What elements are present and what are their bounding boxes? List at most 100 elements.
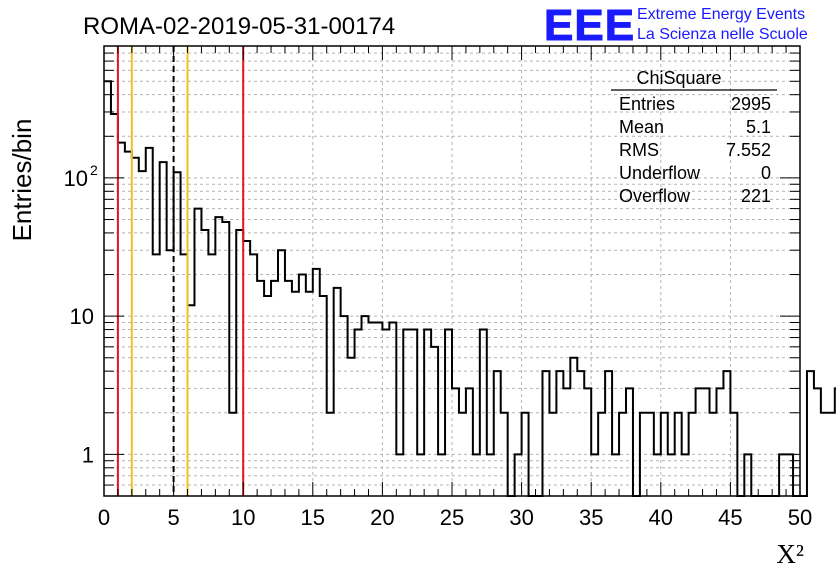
histogram-bin <box>278 250 285 496</box>
histogram-bin <box>689 413 696 496</box>
x-tick-label: 45 <box>718 505 742 530</box>
histogram-bin <box>299 275 306 496</box>
histogram-bin <box>626 388 633 496</box>
histogram-bin <box>341 316 348 496</box>
histogram-bin <box>410 330 417 496</box>
histogram-bin <box>118 143 125 496</box>
histogram-bin <box>480 330 487 496</box>
histogram-bin <box>104 81 111 496</box>
histogram-bin <box>494 371 501 496</box>
histogram-bin <box>445 330 452 496</box>
histogram-bin <box>654 454 661 496</box>
histogram-bin <box>459 413 466 496</box>
histogram-bin <box>417 454 424 496</box>
histogram-bin <box>549 413 556 496</box>
histogram-bin <box>710 413 717 496</box>
histogram-bin <box>362 316 369 496</box>
stats-box: ChiSquare Entries 2995 Mean 5.1 RMS 7.552 Unde… <box>611 68 777 206</box>
stats-value: 0 <box>761 163 771 183</box>
stats-label: Mean <box>619 117 664 137</box>
x-tick-label: 15 <box>301 505 325 530</box>
histogram-bin <box>556 371 563 496</box>
histogram-bin <box>438 454 445 496</box>
histogram-bin <box>452 388 459 496</box>
histogram-bin <box>828 413 835 496</box>
histogram-bin <box>744 454 751 496</box>
histogram-bin <box>431 347 438 496</box>
x-tick-label: 35 <box>579 505 603 530</box>
histogram-bin <box>570 358 577 496</box>
histogram <box>104 80 836 497</box>
histogram-bin <box>236 230 243 496</box>
histogram-bin <box>132 158 139 496</box>
histogram-bin <box>181 254 188 496</box>
histogram-bin <box>194 209 201 496</box>
stats-value: 221 <box>741 186 771 206</box>
histogram-bin <box>403 330 410 496</box>
histogram-bin <box>563 388 570 496</box>
histogram-bin <box>619 413 626 496</box>
histogram-bin <box>723 371 730 496</box>
stats-value: 5.1 <box>746 117 771 137</box>
histogram-bin <box>473 454 480 496</box>
histogram-bin <box>285 281 292 496</box>
histogram-bin <box>167 250 174 496</box>
histogram-bin <box>424 330 431 496</box>
histogram-bin <box>668 454 675 496</box>
histogram-bin <box>515 454 522 496</box>
x-tick-label: 20 <box>370 505 394 530</box>
histogram-bin <box>146 148 153 496</box>
histogram-bin <box>160 162 167 496</box>
histogram-bin <box>584 388 591 496</box>
stats-label: Underflow <box>619 163 701 183</box>
logo-line2: La Scienza nelle Scuole <box>637 26 808 43</box>
histogram-bin <box>229 413 236 496</box>
histogram-bin <box>208 254 215 496</box>
histogram-bin <box>682 454 689 496</box>
x-axis-label: X² <box>776 539 804 569</box>
stats-value: 2995 <box>731 94 771 114</box>
x-tick-label: 30 <box>509 505 533 530</box>
x-tick-label: 25 <box>440 505 464 530</box>
histogram-bin <box>591 454 598 496</box>
stats-label: Overflow <box>619 186 691 206</box>
y-axis-label: Entries/bin <box>7 119 37 242</box>
histogram-bin <box>466 388 473 496</box>
histogram-bin <box>598 413 605 496</box>
x-tick-label: 10 <box>231 505 255 530</box>
histogram-bin <box>375 322 382 496</box>
histogram-bin <box>264 296 271 496</box>
histogram-bin <box>487 454 494 496</box>
histogram-bin <box>306 292 313 496</box>
histogram-bin <box>257 281 264 496</box>
histogram-bin <box>779 454 786 496</box>
x-tick-label: 50 <box>788 505 812 530</box>
x-tick-label: 0 <box>98 505 110 530</box>
histogram-bin <box>320 296 327 496</box>
histogram-bin <box>215 217 222 496</box>
y-tick-label: 10 <box>64 166 88 191</box>
histogram-bin <box>125 152 132 496</box>
histogram-bin <box>612 454 619 496</box>
histogram-bin <box>111 114 118 496</box>
histogram-bin <box>188 305 195 496</box>
y-tick-label: 10 <box>70 304 94 329</box>
reference-lines <box>116 46 245 496</box>
histogram-bin <box>716 388 723 496</box>
histogram-bin <box>201 230 208 496</box>
histogram-bin <box>382 330 389 496</box>
histogram-bin <box>640 413 647 496</box>
histogram-bin <box>542 371 549 496</box>
histogram-bin <box>139 171 146 496</box>
histogram-bin <box>271 281 278 496</box>
y-tick-label: 1 <box>82 442 94 467</box>
stats-title: ChiSquare <box>636 68 721 88</box>
stats-label: RMS <box>619 140 659 160</box>
histogram-bin <box>522 413 529 496</box>
y-tick-exponent: 2 <box>90 162 98 178</box>
chart-title: ROMA-02-2019-05-31-00174 <box>83 13 395 40</box>
stats-label: Entries <box>619 94 675 114</box>
histogram-bin <box>250 254 257 496</box>
histogram-bin <box>348 358 355 496</box>
